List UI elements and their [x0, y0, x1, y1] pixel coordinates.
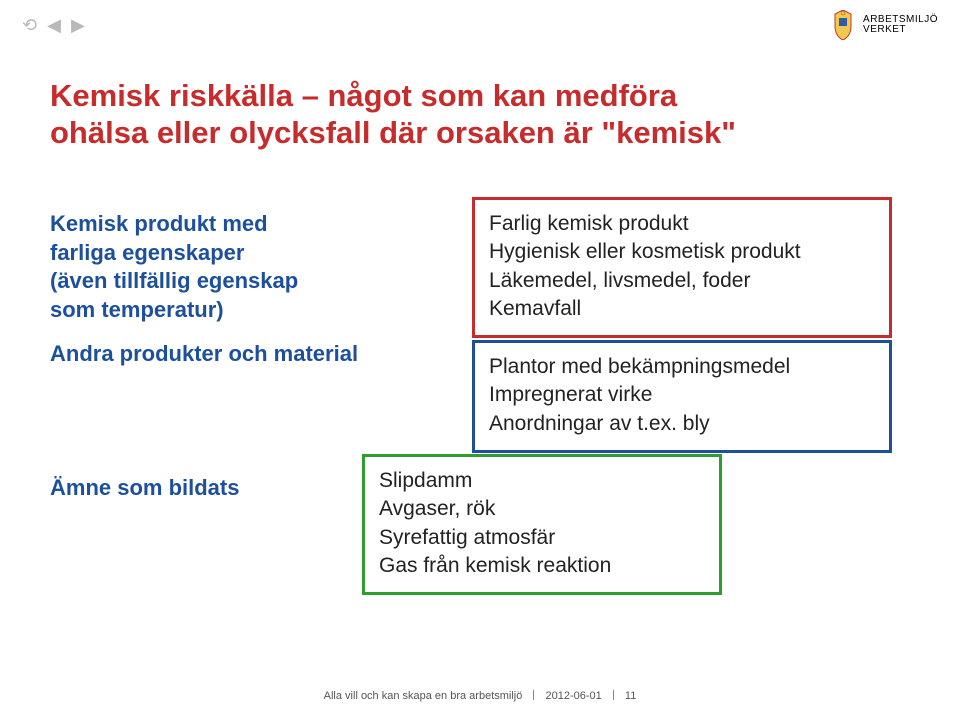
box-green: Slipdamm Avgaser, rök Syrefattig atmosfä…	[362, 454, 722, 595]
box-line: Slipdamm	[379, 467, 705, 495]
box-line: Avgaser, rök	[379, 495, 705, 523]
footer: Alla vill och kan skapa en bra arbetsmil…	[0, 690, 960, 702]
box-line: Farlig kemisk produkt	[489, 210, 875, 238]
logo-text: ARBETSMILJÖ VERKET	[863, 15, 938, 35]
left-line: farliga egenskaper	[50, 239, 298, 268]
left-block-product: Kemisk produkt med farliga egenskaper (ä…	[50, 210, 298, 324]
box-line: Kemavfall	[489, 295, 875, 323]
nav-icons: ⟲ ◀ ▶	[22, 15, 85, 36]
footer-date: 2012-06-01	[546, 690, 602, 702]
box-line: Hygienisk eller kosmetisk produkt	[489, 238, 875, 266]
footer-text: Alla vill och kan skapa en bra arbetsmil…	[324, 690, 523, 702]
left-line: som temperatur)	[50, 296, 298, 325]
box-red: Farlig kemisk produkt Hygienisk eller ko…	[472, 197, 892, 338]
left-line: Ämne som bildats	[50, 474, 239, 503]
slide: ⟲ ◀ ▶ ARBETSMILJÖ VERKET Kemisk riskkäll…	[0, 0, 960, 720]
left-line: Andra produkter och material	[50, 340, 358, 369]
left-line: (även tillfällig egenskap	[50, 267, 298, 296]
crest-icon	[831, 10, 855, 40]
title-line-2: ohälsa eller olycksfall där orsaken är "…	[50, 115, 736, 152]
title-line-1: Kemisk riskkälla – något som kan medföra	[50, 78, 736, 115]
next-icon[interactable]: ▶	[71, 15, 85, 36]
box-line: Anordningar av t.ex. bly	[489, 410, 875, 438]
left-block-other: Andra produkter och material	[50, 340, 358, 369]
box-line: Syrefattig atmosfär	[379, 524, 705, 552]
footer-page: 11	[625, 690, 636, 702]
prev-icon[interactable]: ◀	[47, 15, 61, 36]
undo-icon[interactable]: ⟲	[22, 15, 37, 36]
box-line: Läkemedel, livsmedel, foder	[489, 267, 875, 295]
box-line: Plantor med bekämpningsmedel	[489, 353, 875, 381]
box-blue: Plantor med bekämpningsmedel Impregnerat…	[472, 340, 892, 453]
left-line: Kemisk produkt med	[50, 210, 298, 239]
brand-sub: VERKET	[863, 25, 938, 35]
left-block-formed: Ämne som bildats	[50, 474, 239, 503]
box-line: Gas från kemisk reaktion	[379, 552, 705, 580]
page-title: Kemisk riskkälla – något som kan medföra…	[50, 78, 736, 151]
footer-sep-icon	[613, 690, 614, 700]
topbar: ⟲ ◀ ▶ ARBETSMILJÖ VERKET	[22, 10, 938, 40]
logo: ARBETSMILJÖ VERKET	[831, 10, 938, 40]
footer-sep-icon	[533, 690, 534, 700]
box-line: Impregnerat virke	[489, 381, 875, 409]
